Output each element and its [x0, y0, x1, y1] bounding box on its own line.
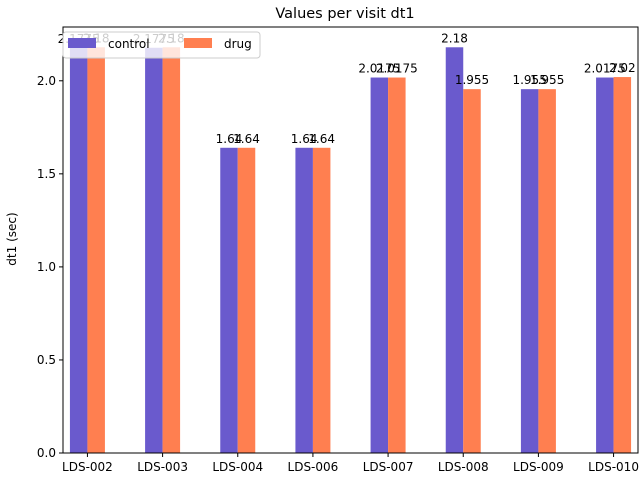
x-tick-label: LDS-010: [588, 460, 639, 474]
bars-layer: [69, 47, 632, 454]
bar-drug-LDS-010: [613, 77, 632, 453]
x-tick-label: LDS-007: [363, 460, 414, 474]
x-tick-label: LDS-002: [62, 460, 113, 474]
bar-value-label: 2.02: [609, 61, 636, 75]
x-tick-label: LDS-008: [438, 460, 489, 474]
bar-drug-LDS-007: [388, 77, 406, 454]
y-axis: 0.0 0.5 1.0 1.5 2.0: [37, 74, 63, 460]
legend-label-drug: drug: [224, 37, 252, 51]
x-tick-label: LDS-009: [513, 460, 564, 474]
x-tick-label: LDS-006: [288, 460, 339, 474]
bar-drug-LDS-002: [87, 47, 105, 454]
bar-control-LDS-007: [370, 77, 389, 454]
y-tick-label: 0.5: [37, 353, 56, 367]
bar-value-label: 2.0175: [584, 62, 626, 76]
chart-title: Values per visit dt1: [275, 6, 414, 22]
bar-control-LDS-003: [145, 47, 163, 454]
bar-control-LDS-009: [520, 89, 539, 453]
bar-value-label: 1.64: [233, 132, 260, 146]
bar-control-LDS-006: [295, 147, 313, 453]
bar-drug-LDS-004: [237, 147, 256, 453]
bar-drug-LDS-009: [538, 89, 556, 453]
bar-control-LDS-004: [220, 147, 238, 453]
legend-swatch-drug: [184, 38, 212, 48]
bar-value-label: 1.64: [216, 132, 243, 146]
bar-value-label: 2.18: [441, 31, 468, 45]
bar-value-label: 1.64: [308, 132, 335, 146]
plot-frame: [62, 26, 639, 454]
bar-value-label: 1.955: [455, 73, 489, 87]
bar-value-label: 2.0175: [376, 62, 418, 76]
bar-drug-LDS-003: [162, 47, 181, 454]
y-axis-label: dt1 (sec): [5, 212, 19, 265]
legend-label-control: control: [108, 37, 150, 51]
bar-control-LDS-002: [69, 47, 88, 454]
x-tick-label: LDS-003: [137, 460, 188, 474]
bar-drug-LDS-006: [312, 147, 331, 453]
x-tick-label: LDS-004: [212, 460, 263, 474]
y-tick-label: 2.0: [37, 74, 56, 88]
bar-value-label: 1.64: [291, 132, 318, 146]
bar-control-LDS-010: [596, 77, 614, 454]
x-axis: LDS-002 LDS-003 LDS-004 LDS-006 LDS-007 LDS-0…: [62, 453, 639, 474]
y-tick-label: 1.0: [37, 260, 56, 274]
legend: control drug: [62, 31, 261, 59]
legend-swatch-control: [68, 38, 96, 48]
y-tick-label: 0.0: [37, 446, 56, 460]
bar-value-label: 1.955: [530, 73, 564, 87]
bar-control-LDS-008: [445, 47, 464, 454]
bar-value-label: 1.955: [512, 73, 546, 87]
y-tick-label: 1.5: [37, 167, 56, 181]
bar-drug-LDS-008: [463, 89, 481, 453]
bar-value-label: 2.0175: [358, 62, 400, 76]
